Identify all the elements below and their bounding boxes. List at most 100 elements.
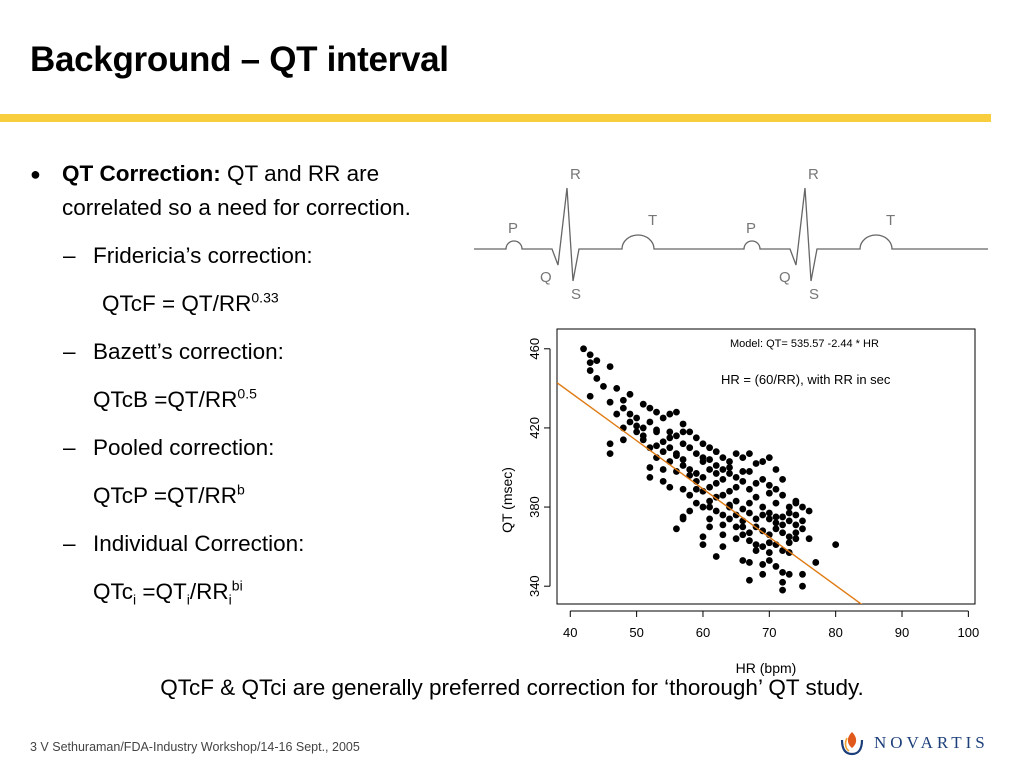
data-point: [686, 472, 694, 479]
data-point: [686, 444, 694, 452]
data-point: [732, 473, 740, 481]
data-point: [792, 535, 800, 543]
data-point: [699, 473, 707, 481]
pooled-label: Pooled correction:: [93, 435, 275, 460]
data-point: [726, 464, 733, 471]
data-point: [799, 503, 806, 511]
data-point: [712, 448, 720, 456]
formula-subscript: i: [228, 591, 232, 608]
x-tick-label: 40: [563, 625, 577, 640]
ecg-label-p: P: [508, 220, 518, 237]
data-point: [752, 479, 760, 487]
data-point: [679, 420, 687, 428]
data-point: [772, 499, 780, 507]
data-point: [779, 491, 786, 499]
data-point: [619, 404, 627, 412]
data-point: [699, 541, 707, 549]
page-title: Background – QT interval: [30, 40, 449, 79]
data-point: [586, 359, 594, 367]
data-point: [765, 454, 773, 461]
data-point: [805, 535, 813, 543]
data-point: [679, 485, 687, 493]
data-point: [719, 531, 727, 539]
ecg-label-r: R: [570, 166, 581, 183]
data-point: [746, 485, 753, 493]
data-point: [765, 481, 773, 489]
data-point: [779, 529, 786, 537]
ecg-label-p: P: [746, 220, 756, 237]
data-point: [719, 543, 727, 551]
data-point: [765, 515, 773, 523]
data-point: [785, 517, 793, 525]
data-point: [639, 424, 647, 432]
data-point: [739, 477, 747, 485]
data-point: [739, 523, 747, 531]
sub-bullet-fridericia: – Fridericia’s correction:: [30, 239, 450, 273]
regression-fit-line: [557, 382, 863, 604]
data-point: [759, 527, 767, 535]
data-point: [752, 460, 760, 467]
data-point: [792, 529, 800, 537]
data-point: [606, 440, 614, 448]
data-point: [739, 454, 747, 461]
data-point: [699, 533, 707, 541]
data-point: [765, 509, 773, 517]
data-point: [719, 521, 727, 529]
x-tick-label: 100: [958, 625, 980, 640]
pooled-formula-text: QTcP =QT/RR: [93, 483, 237, 508]
data-point: [646, 473, 654, 481]
dash-icon: –: [63, 339, 76, 364]
data-point: [739, 505, 747, 513]
plot-frame: [556, 328, 976, 605]
data-point: [593, 375, 601, 382]
data-point: [706, 515, 714, 523]
ecg-label-s: S: [809, 286, 819, 303]
data-point: [739, 557, 747, 564]
data-point: [759, 570, 767, 578]
data-point: [785, 570, 793, 578]
data-point: [659, 414, 667, 422]
data-point: [759, 543, 767, 551]
data-point: [679, 456, 687, 463]
ecg-label-s: S: [571, 286, 581, 303]
sub-bullet-pooled: – Pooled correction:: [30, 431, 450, 465]
data-point: [653, 442, 660, 450]
data-point: [666, 434, 674, 442]
data-point: [732, 523, 740, 531]
data-point: [759, 458, 767, 465]
formula-part: QTc: [93, 579, 134, 604]
data-point: [706, 503, 714, 511]
data-point: [785, 533, 793, 541]
sub-bullet-individual: – Individual Correction:: [30, 527, 450, 561]
data-point: [673, 468, 680, 475]
data-point: [726, 470, 733, 477]
data-point: [765, 489, 773, 497]
bullet-dot-icon: ●: [30, 164, 41, 184]
chart-marks-layer: 40 50 60 70 80 90 100 340 380 420 460: [527, 328, 980, 640]
data-point: [639, 432, 647, 440]
data-point: [673, 408, 680, 416]
fridericia-exponent: 0.33: [251, 289, 279, 306]
ecg-label-t: T: [886, 212, 895, 229]
data-point: [712, 493, 720, 501]
data-point: [653, 408, 660, 416]
data-point: [792, 521, 800, 529]
data-point: [699, 503, 707, 511]
data-point: [746, 499, 753, 507]
data-point: [805, 507, 813, 515]
footer-citation: 3 V Sethuraman/FDA-Industry Workshop/14-…: [30, 740, 360, 754]
data-point: [792, 511, 800, 519]
ecg-trace-line: [474, 187, 988, 282]
data-point: [719, 466, 727, 473]
data-point: [726, 515, 733, 523]
data-point: [752, 547, 760, 554]
chart-ylabel: QT (msec): [499, 467, 515, 533]
data-point: [732, 497, 740, 505]
bazett-exponent: 0.5: [237, 385, 257, 402]
data-point: [686, 491, 694, 499]
data-point: [679, 440, 687, 448]
data-point: [752, 541, 760, 549]
data-point: [633, 414, 641, 422]
data-point: [779, 475, 786, 483]
data-point: [673, 452, 680, 460]
